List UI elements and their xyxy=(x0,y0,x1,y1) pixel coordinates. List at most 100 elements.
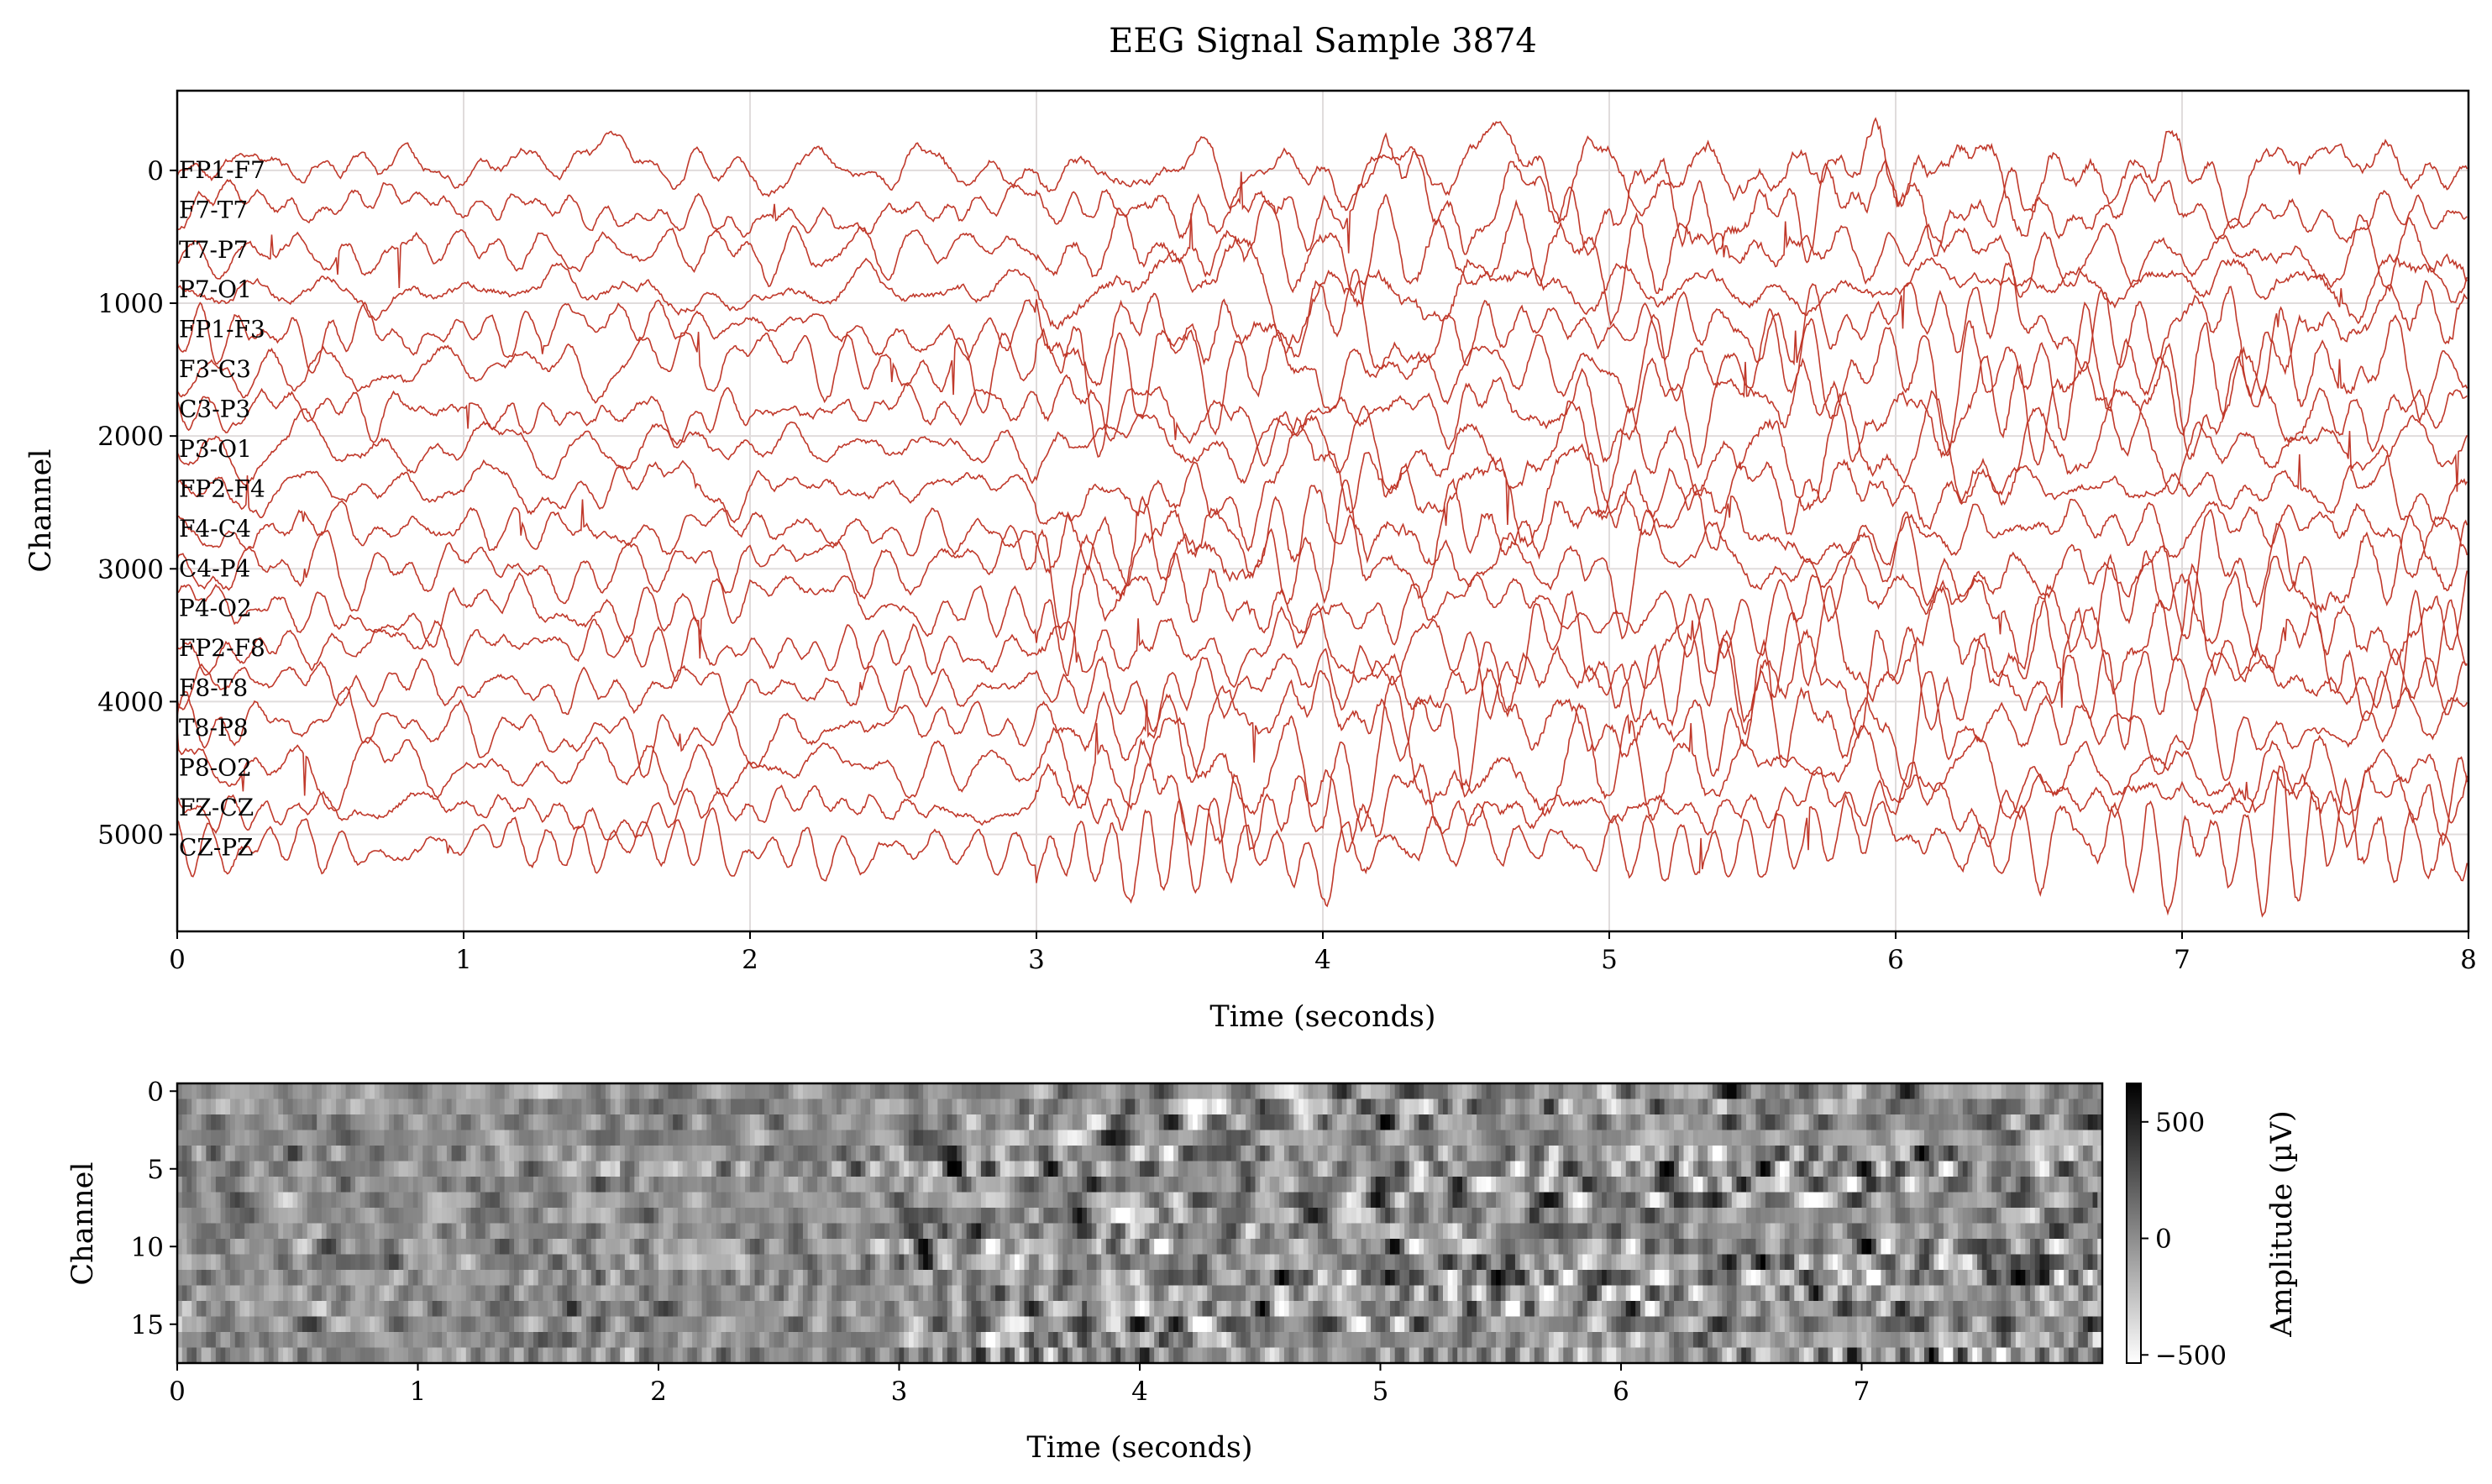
heatmap-cell xyxy=(726,1239,732,1256)
heatmap-cell xyxy=(1193,1130,1199,1146)
heatmap-cell xyxy=(1380,1130,1386,1146)
heatmap-cell xyxy=(1621,1161,1627,1177)
heatmap-cell xyxy=(1481,1146,1487,1162)
heatmap-cell xyxy=(682,1177,688,1193)
heatmap-cell xyxy=(465,1177,472,1193)
heatmap-cell xyxy=(528,1146,534,1162)
heatmap-cell xyxy=(1808,1130,1814,1146)
heatmap-cell xyxy=(837,1177,842,1193)
heatmap-cell xyxy=(451,1239,457,1256)
heatmap-cell xyxy=(590,1254,597,1271)
heatmap-cell xyxy=(980,1130,987,1146)
heatmap-cell xyxy=(1866,1161,1872,1177)
heatmap-cell xyxy=(1563,1208,1569,1224)
heatmap-cell xyxy=(1260,1161,1266,1177)
heatmap-cell xyxy=(821,1099,828,1115)
heatmap-cell xyxy=(1760,1208,1766,1224)
heatmap-cell xyxy=(1529,1239,1535,1256)
heatmap-cell xyxy=(1708,1161,1713,1177)
heatmap-cell xyxy=(389,1146,395,1162)
heatmap-cell xyxy=(1313,1223,1319,1240)
heatmap-cell xyxy=(1447,1223,1454,1240)
heatmap-cell xyxy=(1207,1083,1213,1100)
heatmap-cell xyxy=(490,1146,496,1162)
heatmap-cell xyxy=(398,1130,404,1146)
heatmap-cell xyxy=(1230,1208,1237,1224)
heatmap-cell xyxy=(1775,1130,1781,1146)
heatmap-cell xyxy=(851,1223,857,1240)
heatmap-cell xyxy=(701,1177,707,1193)
heatmap-cell xyxy=(586,1114,592,1131)
heatmap-cell xyxy=(1553,1177,1560,1193)
heatmap-cell xyxy=(350,1099,356,1115)
heatmap-cell xyxy=(1876,1239,1882,1256)
heatmap-cell xyxy=(1519,1161,1525,1177)
heatmap-cell xyxy=(2073,1254,2079,1271)
heatmap-cell xyxy=(1038,1254,1044,1271)
heatmap-cell xyxy=(1351,1177,1357,1193)
heatmap-cell xyxy=(427,1161,433,1177)
heatmap-cell xyxy=(456,1208,462,1224)
heatmap-cell xyxy=(1727,1099,1733,1115)
heatmap-cell xyxy=(947,1146,953,1162)
heatmap-cell xyxy=(1890,1146,1897,1162)
heatmap-cell xyxy=(317,1208,323,1224)
heatmap-cell xyxy=(653,1270,659,1287)
heatmap-cell xyxy=(769,1192,775,1209)
heatmap-cell xyxy=(412,1239,419,1256)
heatmap-cell xyxy=(302,1099,308,1115)
heatmap-cell xyxy=(990,1114,996,1131)
heatmap-cell xyxy=(1741,1114,1747,1131)
heatmap-cell xyxy=(716,1239,722,1256)
heatmap-cell xyxy=(1024,1099,1030,1115)
heatmap-cell xyxy=(1750,1192,1757,1209)
heatmap-cell xyxy=(1318,1161,1324,1177)
heatmap-cell xyxy=(779,1192,784,1209)
heatmap-cell xyxy=(1770,1161,1776,1177)
heatmap-cell xyxy=(1283,1083,1290,1100)
heatmap-cell xyxy=(966,1208,973,1224)
heatmap-cell xyxy=(1308,1099,1314,1115)
heatmap-cell xyxy=(1163,1146,1169,1162)
heatmap-cell xyxy=(437,1223,443,1240)
heatmap-cell xyxy=(961,1083,968,1100)
heatmap-cell xyxy=(393,1254,400,1271)
heatmap-cell xyxy=(1962,1239,1969,1256)
heatmap-cell xyxy=(465,1161,472,1177)
heatmap-cell xyxy=(1481,1177,1487,1193)
heatmap-cell xyxy=(1230,1223,1237,1240)
heatmap-cell xyxy=(1577,1192,1583,1209)
heatmap-cell xyxy=(1692,1114,1699,1131)
heatmap-cell xyxy=(1433,1208,1439,1224)
heatmap-cell xyxy=(937,1161,943,1177)
heatmap-cell xyxy=(899,1192,905,1209)
heatmap-cell xyxy=(879,1239,885,1256)
heatmap-cell xyxy=(874,1177,881,1193)
heatmap-cell xyxy=(624,1146,631,1162)
heatmap-cell xyxy=(523,1161,529,1177)
heatmap-cell xyxy=(624,1208,631,1224)
heatmap-cell xyxy=(2001,1239,2007,1256)
heatmap-cell xyxy=(966,1130,973,1146)
heatmap-cell xyxy=(1861,1254,1867,1271)
heatmap-cell xyxy=(999,1208,1006,1224)
heatmap-cell xyxy=(1650,1099,1655,1115)
heatmap-cell xyxy=(1322,1177,1329,1193)
heatmap-cell xyxy=(1837,1083,1844,1100)
heatmap-cell xyxy=(2054,1223,2060,1240)
heatmap-cell xyxy=(1539,1146,1545,1162)
x-axis-label: Time (seconds) xyxy=(1209,1000,1435,1034)
heatmap-cell xyxy=(2078,1146,2084,1162)
heatmap-cell xyxy=(615,1192,621,1209)
heatmap-cell xyxy=(990,1177,996,1193)
heatmap-cell xyxy=(624,1130,631,1146)
heatmap-cell xyxy=(1178,1130,1184,1146)
heatmap-cell xyxy=(201,1254,207,1271)
heatmap-cell xyxy=(201,1177,207,1193)
heatmap-cell xyxy=(812,1161,818,1177)
heatmap-cell xyxy=(1428,1254,1435,1271)
heatmap-cell xyxy=(201,1083,207,1100)
heatmap-cell xyxy=(1183,1146,1188,1162)
heatmap-cell xyxy=(225,1083,231,1100)
heatmap-cell xyxy=(1389,1099,1396,1115)
